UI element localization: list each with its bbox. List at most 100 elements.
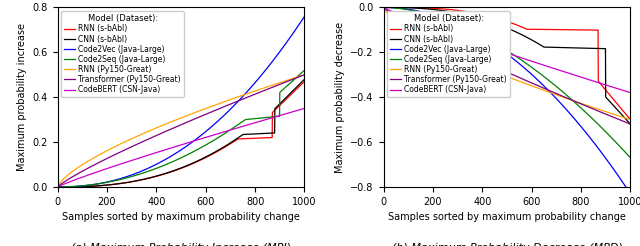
CNN (s-bAbI): [223, 143, 231, 146]
CNN (s-bAbI): [405, 6, 413, 9]
Code2Seq (Java-Large): [251, 117, 259, 120]
Code2Seq (Java-Large): [301, 69, 308, 72]
CNN (s-bAbI): [577, 46, 584, 49]
RNN (Py150-Great): [572, 100, 580, 103]
CodeBERT (CSN-Java): [479, 44, 487, 47]
RNN (s-bAbI): [223, 144, 231, 147]
Code2Vec (Java-Large): [549, 94, 557, 97]
Transformer (Py150-Great): [627, 123, 634, 125]
CodeBERT (CSN-Java): [627, 91, 634, 94]
CodeBERT (CSN-Java): [154, 151, 161, 154]
X-axis label: Samples sorted by maximum probability change: Samples sorted by maximum probability ch…: [388, 212, 626, 222]
CNN (s-bAbI): [627, 123, 634, 125]
RNN (Py150-Great): [301, 73, 308, 76]
Code2Vec (Java-Large): [577, 124, 584, 127]
Code2Vec (Java-Large): [405, 8, 413, 11]
RNN (s-bAbI): [549, 28, 557, 31]
Line: Code2Vec (Java-Large): Code2Vec (Java-Large): [384, 7, 630, 194]
CNN (s-bAbI): [163, 172, 170, 175]
Line: RNN (Py150-Great): RNN (Py150-Great): [384, 7, 630, 120]
Code2Seq (Java-Large): [380, 6, 388, 9]
RNN (Py150-Great): [405, 29, 413, 31]
RNN (s-bAbI): [488, 15, 496, 18]
Line: RNN (Py150-Great): RNN (Py150-Great): [58, 75, 305, 187]
Code2Seq (Java-Large): [627, 156, 634, 159]
X-axis label: Samples sorted by maximum probability change: Samples sorted by maximum probability ch…: [62, 212, 300, 222]
CNN (s-bAbI): [54, 185, 61, 188]
RNN (Py150-Great): [79, 163, 87, 166]
RNN (Py150-Great): [154, 126, 161, 129]
RNN (Py150-Great): [627, 118, 634, 121]
Transformer (Py150-Great): [223, 104, 231, 107]
Line: Transformer (Py150-Great): Transformer (Py150-Great): [384, 7, 630, 124]
Code2Seq (Java-Large): [246, 118, 254, 121]
Line: CNN (s-bAbI): CNN (s-bAbI): [58, 79, 305, 187]
Transformer (Py150-Great): [301, 73, 308, 76]
Transformer (Py150-Great): [163, 130, 170, 133]
Code2Vec (Java-Large): [79, 184, 87, 187]
CNN (s-bAbI): [79, 185, 87, 188]
Code2Seq (Java-Large): [479, 35, 487, 38]
Legend: RNN (s-bAbI), CNN (s-bAbI), Code2Vec (Java-Large), Code2Seq (Java-Large), RNN (P: RNN (s-bAbI), CNN (s-bAbI), Code2Vec (Ja…: [387, 11, 510, 97]
CNN (s-bAbI): [479, 18, 487, 21]
CNN (s-bAbI): [380, 6, 388, 9]
RNN (s-bAbI): [627, 118, 634, 121]
CodeBERT (CSN-Java): [380, 6, 388, 9]
Code2Vec (Java-Large): [54, 185, 61, 188]
Code2Seq (Java-Large): [163, 163, 170, 166]
RNN (Py150-Great): [246, 91, 254, 94]
RNN (s-bAbI): [572, 28, 580, 31]
RNN (Py150-Great): [251, 90, 259, 92]
Legend: RNN (s-bAbI), CNN (s-bAbI), Code2Vec (Java-Large), Code2Seq (Java-Large), RNN (P: RNN (s-bAbI), CNN (s-bAbI), Code2Vec (Ja…: [61, 11, 184, 97]
Line: Code2Seq (Java-Large): Code2Seq (Java-Large): [58, 70, 305, 187]
Line: Code2Seq (Java-Large): Code2Seq (Java-Large): [384, 7, 630, 158]
Code2Vec (Java-Large): [223, 111, 231, 114]
CodeBERT (CSN-Java): [54, 185, 61, 188]
Y-axis label: Maximum probability decrease: Maximum probability decrease: [335, 22, 345, 173]
Code2Seq (Java-Large): [549, 82, 557, 85]
CNN (s-bAbI): [488, 21, 496, 24]
RNN (Py150-Great): [549, 92, 557, 95]
Code2Seq (Java-Large): [154, 166, 161, 169]
Code2Vec (Java-Large): [488, 42, 496, 45]
CodeBERT (CSN-Java): [79, 175, 87, 178]
Transformer (Py150-Great): [251, 93, 259, 96]
Code2Vec (Java-Large): [154, 162, 161, 165]
RNN (s-bAbI): [154, 174, 161, 177]
CNN (s-bAbI): [251, 132, 259, 135]
RNN (s-bAbI): [380, 6, 388, 9]
Line: Code2Vec (Java-Large): Code2Vec (Java-Large): [58, 16, 305, 187]
RNN (Py150-Great): [577, 102, 584, 105]
Code2Seq (Java-Large): [405, 8, 413, 11]
CodeBERT (CSN-Java): [223, 129, 231, 132]
RNN (Py150-Great): [380, 6, 388, 9]
Code2Vec (Java-Large): [251, 82, 259, 85]
Transformer (Py150-Great): [572, 100, 580, 103]
RNN (Py150-Great): [479, 65, 487, 68]
RNN (s-bAbI): [163, 172, 170, 175]
RNN (s-bAbI): [251, 137, 259, 140]
Text: (b) Maximum Probability Decrease (MPD): (b) Maximum Probability Decrease (MPD): [392, 243, 622, 246]
Transformer (Py150-Great): [154, 134, 161, 137]
Transformer (Py150-Great): [479, 60, 487, 63]
Line: CodeBERT (CSN-Java): CodeBERT (CSN-Java): [384, 7, 630, 93]
Code2Vec (Java-Large): [163, 157, 170, 160]
CodeBERT (CSN-Java): [577, 76, 584, 78]
RNN (Py150-Great): [223, 99, 231, 102]
Code2Seq (Java-Large): [572, 102, 580, 105]
Text: (a) Maximum Probability Increase (MPI): (a) Maximum Probability Increase (MPI): [71, 243, 291, 246]
CNN (s-bAbI): [549, 46, 557, 49]
RNN (s-bAbI): [54, 185, 61, 188]
RNN (Py150-Great): [163, 122, 170, 125]
RNN (s-bAbI): [479, 13, 487, 16]
Code2Vec (Java-Large): [627, 192, 634, 195]
RNN (s-bAbI): [577, 29, 584, 31]
Transformer (Py150-Great): [549, 91, 557, 94]
CNN (s-bAbI): [572, 46, 580, 49]
Code2Vec (Java-Large): [479, 36, 487, 39]
Line: CNN (s-bAbI): CNN (s-bAbI): [384, 7, 630, 124]
Transformer (Py150-Great): [380, 6, 388, 9]
CodeBERT (CSN-Java): [405, 17, 413, 20]
Code2Vec (Java-Large): [301, 15, 308, 18]
Transformer (Py150-Great): [577, 102, 584, 105]
